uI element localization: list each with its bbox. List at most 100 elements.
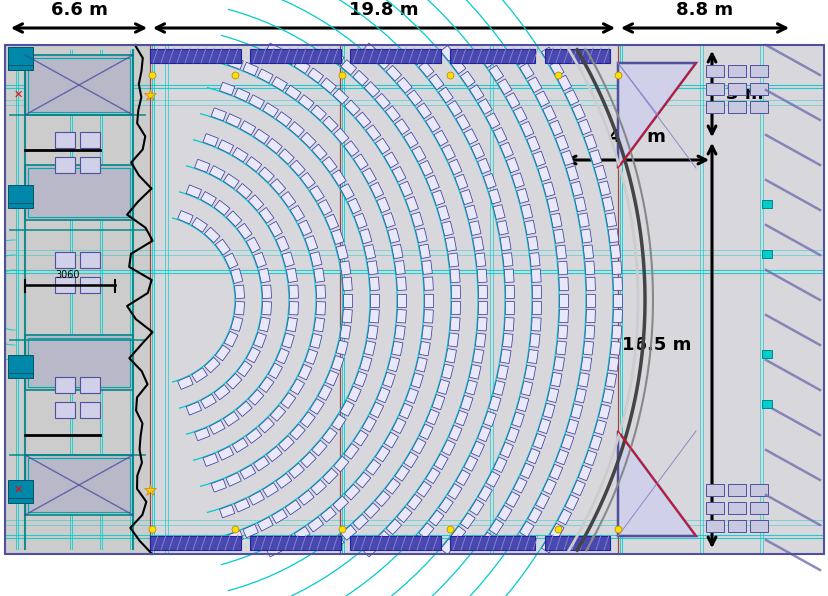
Polygon shape [286, 268, 297, 283]
Text: 3 m: 3 m [725, 85, 763, 103]
Polygon shape [369, 309, 379, 323]
Polygon shape [385, 479, 400, 494]
Bar [8, 373, 33, 378]
Polygon shape [483, 411, 496, 427]
Polygon shape [478, 302, 487, 315]
Polygon shape [396, 277, 406, 290]
Polygon shape [497, 505, 512, 522]
Polygon shape [315, 285, 325, 299]
Polygon shape [388, 228, 399, 243]
Bar [55, 402, 75, 418]
Polygon shape [224, 331, 238, 347]
Polygon shape [407, 49, 423, 65]
Polygon shape [243, 62, 258, 76]
Bar [761, 250, 771, 258]
Polygon shape [558, 309, 568, 322]
Polygon shape [496, 365, 508, 380]
Polygon shape [527, 349, 537, 364]
Polygon shape [557, 509, 571, 525]
Polygon shape [423, 277, 433, 290]
Polygon shape [426, 175, 439, 191]
Polygon shape [470, 144, 484, 159]
Polygon shape [585, 277, 595, 291]
Polygon shape [301, 452, 315, 468]
Polygon shape [516, 396, 528, 412]
Polygon shape [219, 505, 234, 518]
Polygon shape [266, 138, 282, 154]
Polygon shape [441, 440, 455, 455]
Polygon shape [359, 229, 372, 244]
Polygon shape [363, 43, 378, 58]
Polygon shape [325, 214, 339, 229]
Polygon shape [460, 72, 474, 87]
Polygon shape [253, 129, 269, 144]
Bar [80, 402, 100, 418]
Polygon shape [288, 122, 304, 137]
Polygon shape [407, 494, 421, 510]
Polygon shape [363, 341, 375, 355]
Polygon shape [438, 87, 453, 103]
Polygon shape [315, 302, 325, 315]
Polygon shape [585, 309, 595, 322]
Polygon shape [445, 237, 456, 252]
Polygon shape [594, 420, 606, 434]
Bar [80, 377, 100, 393]
Polygon shape [527, 507, 542, 523]
Polygon shape [223, 411, 239, 426]
Polygon shape [405, 388, 418, 403]
Polygon shape [499, 142, 513, 158]
Polygon shape [367, 260, 378, 275]
Polygon shape [609, 342, 620, 355]
Polygon shape [589, 150, 601, 165]
Polygon shape [585, 325, 594, 339]
Polygon shape [362, 417, 376, 432]
Polygon shape [493, 381, 504, 395]
Polygon shape [617, 431, 696, 536]
Polygon shape [211, 479, 226, 492]
Polygon shape [469, 85, 484, 101]
Polygon shape [388, 357, 399, 372]
Polygon shape [570, 181, 582, 196]
Bar [5, 45, 150, 554]
Polygon shape [470, 441, 484, 457]
Polygon shape [383, 372, 395, 387]
Polygon shape [230, 269, 243, 284]
Polygon shape [186, 185, 201, 198]
Polygon shape [258, 167, 274, 182]
Bar [28, 58, 130, 112]
Polygon shape [215, 239, 230, 255]
Polygon shape [479, 52, 494, 68]
Polygon shape [425, 116, 440, 132]
Polygon shape [278, 436, 294, 451]
Polygon shape [550, 372, 561, 387]
Polygon shape [598, 181, 609, 195]
Polygon shape [469, 499, 484, 516]
Polygon shape [535, 493, 549, 509]
Polygon shape [497, 79, 512, 95]
Bar [727, 520, 745, 532]
Polygon shape [237, 361, 252, 377]
Polygon shape [203, 454, 218, 467]
Polygon shape [585, 293, 595, 306]
Text: 16.5 m: 16.5 m [622, 336, 691, 354]
Polygon shape [258, 517, 272, 531]
Polygon shape [218, 140, 233, 154]
Polygon shape [424, 293, 433, 306]
Polygon shape [474, 333, 485, 347]
Polygon shape [584, 135, 596, 150]
Polygon shape [433, 454, 448, 470]
Polygon shape [354, 213, 367, 229]
Polygon shape [374, 54, 390, 70]
Text: 8.8 m: 8.8 m [676, 1, 733, 19]
Polygon shape [419, 342, 430, 356]
Polygon shape [290, 379, 304, 395]
Polygon shape [478, 486, 492, 501]
Bar [749, 101, 767, 113]
Polygon shape [557, 261, 567, 275]
Polygon shape [355, 472, 370, 488]
Bar [761, 350, 771, 358]
Bar [705, 502, 723, 514]
Text: 4.7 m: 4.7 m [608, 128, 665, 146]
Polygon shape [248, 491, 264, 505]
Text: ✕: ✕ [13, 485, 22, 495]
